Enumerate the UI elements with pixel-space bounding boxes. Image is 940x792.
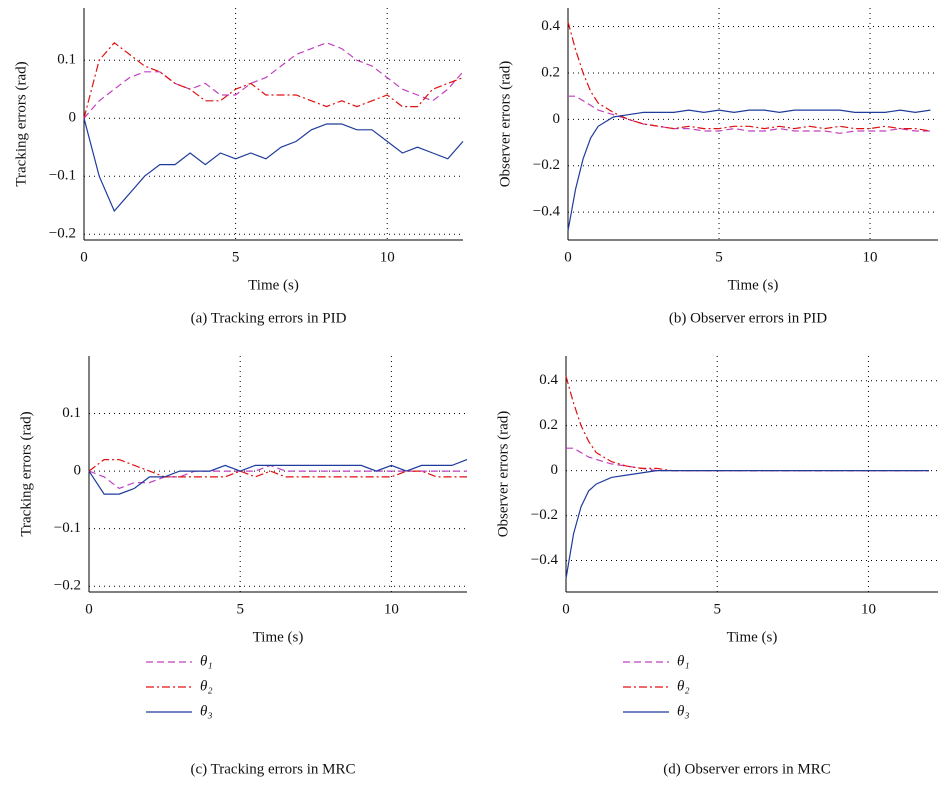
x-axis-label: Time (s) <box>728 277 779 293</box>
series-line <box>567 21 931 132</box>
legend-label: θ₂ <box>677 678 690 694</box>
series-line <box>83 118 464 213</box>
y-tick-label: −0.2 <box>531 507 558 523</box>
x-tick-label: 5 <box>232 249 240 265</box>
caption: (c) Tracking errors in MRC <box>191 761 356 777</box>
series-line <box>565 376 929 472</box>
y-axis-label: Tracking errors (rad) <box>13 61 29 186</box>
legend-label: θ₁ <box>677 653 690 669</box>
series-line <box>566 447 929 472</box>
y-tick-label: 0.2 <box>541 64 560 80</box>
y-axis-label: Observer errors (rad) <box>497 61 513 188</box>
series-line <box>565 470 929 579</box>
x-tick-label: 5 <box>236 601 244 617</box>
legend-label: θ₃ <box>200 703 213 719</box>
x-axis-label: Time (s) <box>248 277 299 293</box>
y-tick-label: −0.2 <box>49 226 76 242</box>
y-tick-label: 0.1 <box>62 405 81 421</box>
y-tick-label: 0.4 <box>541 18 560 34</box>
x-tick-label: 10 <box>384 601 399 617</box>
y-tick-label: −0.1 <box>54 520 81 536</box>
caption: (b) Observer errors in PID <box>669 310 827 326</box>
y-tick-label: 0 <box>551 462 559 478</box>
series-line <box>88 459 468 495</box>
series-line <box>88 464 467 490</box>
y-tick-label: −0.2 <box>533 157 560 173</box>
legend-label: θ₂ <box>200 678 213 694</box>
series-line <box>88 459 467 478</box>
x-tick-label: 10 <box>380 249 395 265</box>
legend-label: θ₃ <box>677 703 690 719</box>
x-tick-label: 0 <box>85 601 93 617</box>
y-axis-label: Tracking errors (rad) <box>18 411 34 536</box>
series-line <box>568 95 931 134</box>
caption: (d) Observer errors in MRC <box>663 761 830 777</box>
x-axis-label: Time (s) <box>727 629 778 645</box>
series-line <box>567 109 931 231</box>
x-tick-label: 10 <box>863 249 878 265</box>
y-tick-label: 0.2 <box>539 417 558 433</box>
x-tick-label: 0 <box>80 249 88 265</box>
y-tick-label: 0.1 <box>57 52 76 68</box>
y-tick-label: 0 <box>69 110 77 126</box>
y-tick-label: −0.4 <box>533 204 561 220</box>
x-tick-label: 5 <box>715 249 723 265</box>
caption: (a) Tracking errors in PID <box>191 310 347 326</box>
x-tick-label: 10 <box>861 601 876 617</box>
x-axis-label: Time (s) <box>253 629 304 645</box>
y-tick-label: 0.4 <box>539 372 558 388</box>
x-tick-label: 0 <box>564 249 572 265</box>
series-line <box>83 42 464 119</box>
y-tick-label: −0.2 <box>54 578 81 594</box>
y-tick-label: −0.1 <box>49 168 76 184</box>
y-tick-label: 0 <box>553 111 561 127</box>
legend-label: θ₁ <box>200 653 213 669</box>
y-tick-label: −0.4 <box>531 552 559 568</box>
y-tick-label: 0 <box>74 463 82 479</box>
series-line <box>83 41 464 119</box>
y-axis-label: Observer errors (rad) <box>495 411 511 538</box>
x-tick-label: 5 <box>713 601 721 617</box>
x-tick-label: 0 <box>562 601 570 617</box>
